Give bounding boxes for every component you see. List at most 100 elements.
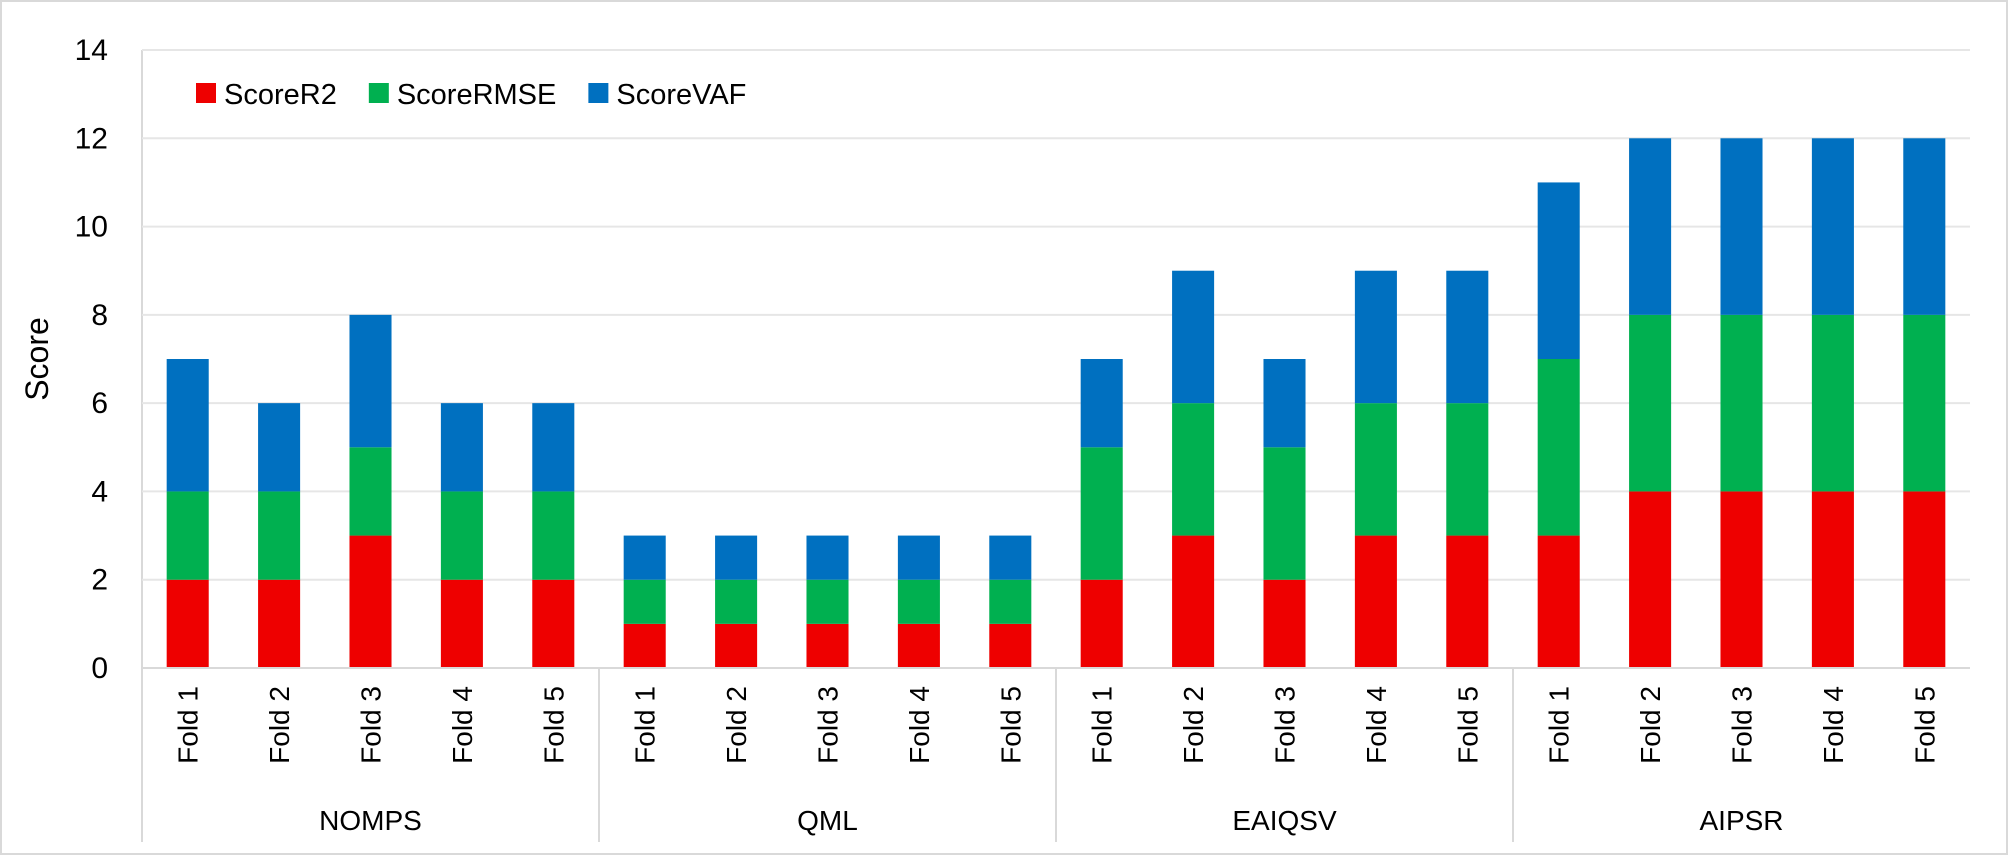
bar-scorermse-14 bbox=[1354, 403, 1397, 536]
y-tick-label: 4 bbox=[91, 475, 108, 508]
bar-scorevaf-8 bbox=[806, 535, 849, 580]
bar-scorer2-8 bbox=[806, 623, 849, 668]
y-tick-label: 10 bbox=[75, 211, 108, 244]
bar-scorer2-4 bbox=[440, 579, 483, 668]
x-tick-label: Fold 4 bbox=[1361, 686, 1392, 764]
bar-scorer2-19 bbox=[1811, 491, 1854, 668]
bar-scorer2-3 bbox=[349, 535, 392, 668]
bar-scorer2-6 bbox=[623, 623, 666, 668]
bar-scorevaf-11 bbox=[1080, 359, 1123, 448]
group-label: NOMPS bbox=[319, 805, 422, 836]
x-tick-label: Fold 4 bbox=[904, 686, 935, 764]
bar-scorer2-17 bbox=[1629, 491, 1672, 668]
x-tick-label: Fold 1 bbox=[173, 686, 204, 764]
legend: ScoreR2 ScoreRMSE ScoreVAF bbox=[196, 79, 746, 111]
x-tick-label: Fold 5 bbox=[1452, 686, 1483, 764]
bar-scorevaf-17 bbox=[1629, 138, 1672, 315]
bar-scorer2-9 bbox=[897, 623, 940, 668]
bar-scorer2-11 bbox=[1080, 579, 1123, 668]
x-tick-label: Fold 5 bbox=[995, 686, 1026, 764]
bar-scorer2-16 bbox=[1537, 535, 1580, 668]
bar-scorevaf-16 bbox=[1537, 182, 1580, 359]
y-tick-label: 0 bbox=[91, 652, 108, 685]
bar-scorer2-13 bbox=[1263, 579, 1306, 668]
group-label: AIPSR bbox=[1699, 805, 1783, 836]
x-tick-label: Fold 3 bbox=[813, 686, 844, 764]
bar-scorevaf-10 bbox=[989, 535, 1032, 580]
x-tick-label: Fold 4 bbox=[1818, 686, 1849, 764]
bar-scorevaf-4 bbox=[440, 403, 483, 492]
x-tick-label: Fold 3 bbox=[356, 686, 387, 764]
y-tick-label: 6 bbox=[91, 387, 108, 420]
bar-scorermse-8 bbox=[806, 579, 849, 624]
bars bbox=[166, 138, 1946, 668]
group-label: EAIQSV bbox=[1232, 805, 1337, 836]
bar-scorevaf-13 bbox=[1263, 359, 1306, 448]
bar-scorevaf-2 bbox=[258, 403, 301, 492]
x-tick-label: Fold 1 bbox=[1087, 686, 1118, 764]
legend-label-scorevaf: ScoreVAF bbox=[616, 79, 746, 111]
legend-label-scorermse: ScoreRMSE bbox=[397, 79, 557, 111]
bar-scorermse-16 bbox=[1537, 359, 1580, 536]
x-tick-label: Fold 4 bbox=[447, 686, 478, 764]
bar-scorermse-17 bbox=[1629, 314, 1672, 492]
bar-scorermse-2 bbox=[258, 491, 301, 580]
x-tick-label: Fold 2 bbox=[264, 686, 295, 764]
x-tick-label: Fold 5 bbox=[538, 686, 569, 764]
bar-scorermse-1 bbox=[166, 491, 209, 580]
bar-scorermse-18 bbox=[1720, 314, 1763, 492]
y-tick-label: 14 bbox=[75, 34, 108, 67]
bar-scorevaf-9 bbox=[897, 535, 940, 580]
x-tick-label: Fold 1 bbox=[630, 686, 661, 764]
x-tick-label: Fold 3 bbox=[1727, 686, 1758, 764]
legend-swatch-scorermse bbox=[368, 83, 389, 103]
bar-scorermse-12 bbox=[1172, 403, 1215, 536]
bar-scorermse-13 bbox=[1263, 447, 1306, 580]
legend-swatch-scorer2 bbox=[196, 83, 216, 103]
x-tick-label: Fold 1 bbox=[1544, 686, 1575, 764]
bar-scorer2-12 bbox=[1172, 535, 1215, 668]
y-tick-label: 8 bbox=[91, 299, 108, 332]
y-axis-title: Score bbox=[19, 317, 55, 401]
x-axis: Fold 1 Fold 2 Fold 3 Fold 4 Fold 5 Fold 1 Fold… bbox=[142, 667, 1970, 842]
bar-scorevaf-1 bbox=[166, 359, 209, 492]
bar-scorer2-5 bbox=[532, 579, 575, 668]
legend-swatch-scorevaf bbox=[588, 83, 609, 103]
bar-scorer2-2 bbox=[258, 579, 301, 668]
group-label: QML bbox=[797, 805, 858, 836]
bar-scorer2-14 bbox=[1354, 535, 1397, 668]
bar-scorer2-10 bbox=[989, 623, 1032, 668]
x-tick-label: Fold 2 bbox=[1178, 686, 1209, 764]
bar-scorermse-4 bbox=[440, 491, 483, 580]
x-tick-label: Fold 3 bbox=[1270, 686, 1301, 764]
legend-label-scorer2: ScoreR2 bbox=[224, 79, 337, 111]
bar-scorevaf-12 bbox=[1172, 270, 1215, 404]
x-tick-label: Fold 2 bbox=[1635, 686, 1666, 764]
bar-scorer2-18 bbox=[1720, 491, 1763, 668]
bar-scorevaf-6 bbox=[623, 535, 666, 580]
x-tick-label: Fold 2 bbox=[721, 686, 752, 764]
bar-scorer2-20 bbox=[1903, 491, 1946, 668]
bar-scorevaf-18 bbox=[1720, 138, 1763, 315]
bar-scorevaf-19 bbox=[1811, 138, 1854, 315]
bar-scorermse-20 bbox=[1903, 314, 1946, 492]
bar-scorevaf-15 bbox=[1446, 270, 1489, 404]
bar-scorermse-6 bbox=[623, 579, 666, 624]
bar-scorermse-5 bbox=[532, 491, 575, 580]
bar-scorermse-7 bbox=[715, 579, 758, 624]
y-tick-label: 2 bbox=[91, 564, 108, 597]
x-tick-label: Fold 5 bbox=[1909, 686, 1940, 764]
bar-scorer2-1 bbox=[166, 579, 209, 668]
bar-scorevaf-3 bbox=[349, 314, 392, 448]
bar-scorermse-10 bbox=[989, 579, 1032, 624]
bar-scorermse-3 bbox=[349, 447, 392, 536]
y-axis: 0 2 4 6 8 10 12 14 bbox=[75, 34, 108, 685]
bar-scorevaf-14 bbox=[1354, 270, 1397, 404]
bar-scorermse-19 bbox=[1811, 314, 1854, 492]
bar-scorevaf-20 bbox=[1903, 138, 1946, 315]
bar-scorevaf-5 bbox=[532, 403, 575, 492]
y-tick-label: 12 bbox=[75, 122, 108, 155]
